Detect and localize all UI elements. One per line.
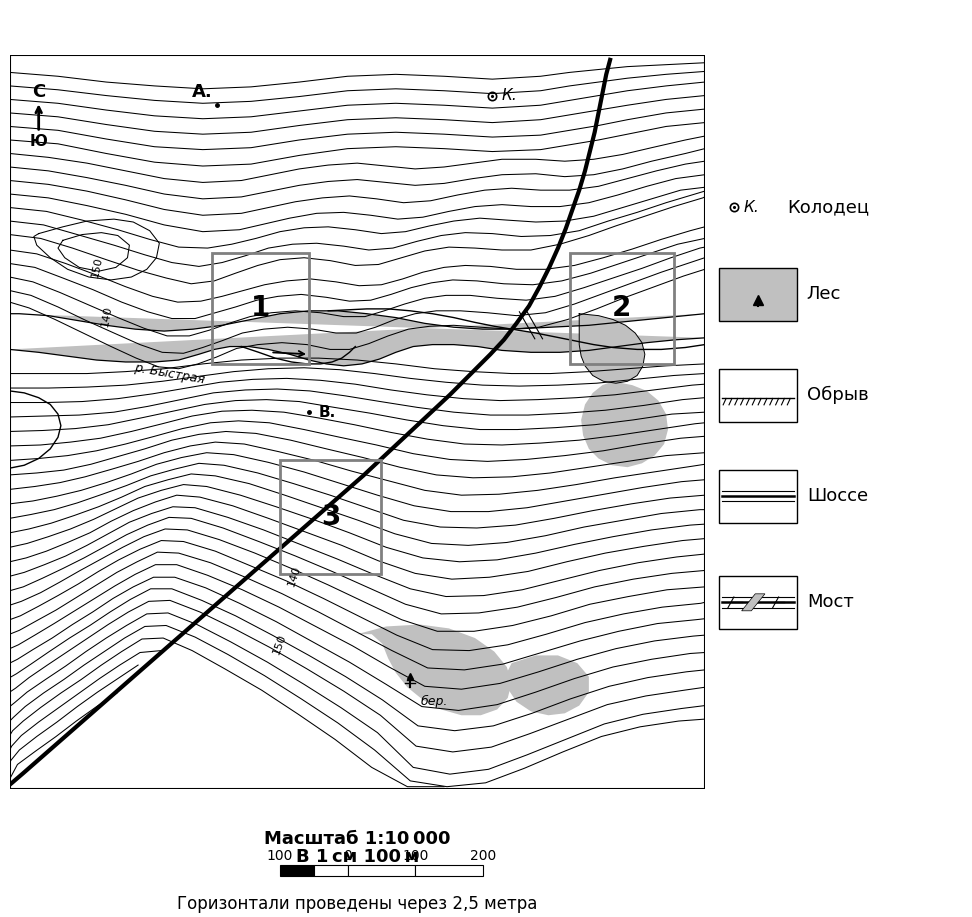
Text: 3: 3 (321, 503, 340, 531)
Text: В.: В. (319, 404, 336, 420)
Bar (348, 865, 415, 876)
Bar (415, 865, 483, 876)
Bar (280, 460, 381, 574)
Text: Обрыв: Обрыв (807, 386, 869, 404)
Text: бер.: бер. (421, 695, 448, 708)
Text: 1: 1 (251, 294, 270, 323)
Text: А.: А. (192, 83, 213, 102)
Text: Горизонтали проведены через 2,5 метра: Горизонтали проведены через 2,5 метра (177, 895, 538, 913)
Polygon shape (579, 314, 644, 383)
Text: р. Быстрая: р. Быстрая (132, 361, 205, 386)
Polygon shape (506, 656, 589, 715)
Bar (213, 253, 309, 364)
Text: 150: 150 (89, 256, 104, 279)
Polygon shape (581, 381, 668, 467)
Bar (570, 253, 674, 364)
Text: К.: К. (502, 88, 518, 103)
Text: 100: 100 (266, 849, 294, 863)
Text: 140: 140 (287, 565, 302, 588)
Polygon shape (10, 311, 705, 366)
Bar (719, 369, 797, 422)
Text: 140: 140 (99, 304, 113, 327)
Bar (719, 576, 797, 629)
Text: 2: 2 (612, 294, 632, 323)
Text: С: С (32, 83, 46, 101)
Text: К.: К. (744, 200, 759, 215)
Text: Шоссе: Шоссе (807, 487, 868, 505)
Bar (719, 268, 797, 321)
Text: Масштаб 1:10 000: Масштаб 1:10 000 (264, 830, 450, 848)
Bar (314, 865, 348, 876)
Text: Ю: Ю (30, 135, 48, 149)
Bar (280, 865, 314, 876)
Text: Мост: Мост (807, 593, 853, 612)
Bar (719, 470, 797, 523)
Text: В 1 см 100 м: В 1 см 100 м (295, 848, 419, 867)
Text: Колодец: Колодец (787, 198, 869, 216)
Polygon shape (742, 594, 765, 611)
Text: 100: 100 (402, 849, 429, 863)
Text: 150: 150 (272, 632, 289, 656)
Text: 200: 200 (469, 849, 496, 863)
Polygon shape (358, 624, 511, 715)
Text: Лес: Лес (807, 285, 841, 304)
Text: 0: 0 (343, 849, 352, 863)
